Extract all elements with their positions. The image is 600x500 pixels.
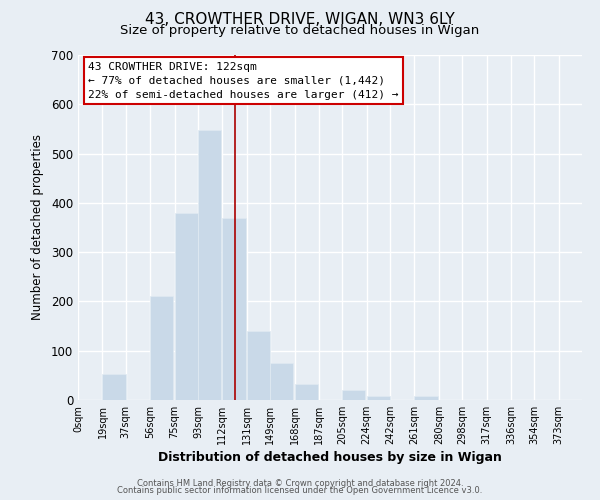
Text: 43, CROWTHER DRIVE, WIGAN, WN3 6LY: 43, CROWTHER DRIVE, WIGAN, WN3 6LY bbox=[145, 12, 455, 28]
Bar bbox=[342, 390, 365, 400]
X-axis label: Distribution of detached houses by size in Wigan: Distribution of detached houses by size … bbox=[158, 451, 502, 464]
Text: Size of property relative to detached houses in Wigan: Size of property relative to detached ho… bbox=[121, 24, 479, 37]
Bar bbox=[295, 384, 318, 400]
Text: 43 CROWTHER DRIVE: 122sqm
← 77% of detached houses are smaller (1,442)
22% of se: 43 CROWTHER DRIVE: 122sqm ← 77% of detac… bbox=[88, 62, 398, 100]
Bar bbox=[223, 218, 245, 400]
Text: Contains public sector information licensed under the Open Government Licence v3: Contains public sector information licen… bbox=[118, 486, 482, 495]
Bar bbox=[270, 363, 293, 400]
Bar bbox=[415, 396, 437, 400]
Y-axis label: Number of detached properties: Number of detached properties bbox=[31, 134, 44, 320]
Bar bbox=[367, 396, 390, 400]
Bar bbox=[198, 130, 221, 400]
Bar bbox=[150, 296, 173, 400]
Bar bbox=[175, 212, 198, 400]
Bar bbox=[103, 374, 125, 400]
Text: Contains HM Land Registry data © Crown copyright and database right 2024.: Contains HM Land Registry data © Crown c… bbox=[137, 478, 463, 488]
Bar bbox=[247, 330, 270, 400]
